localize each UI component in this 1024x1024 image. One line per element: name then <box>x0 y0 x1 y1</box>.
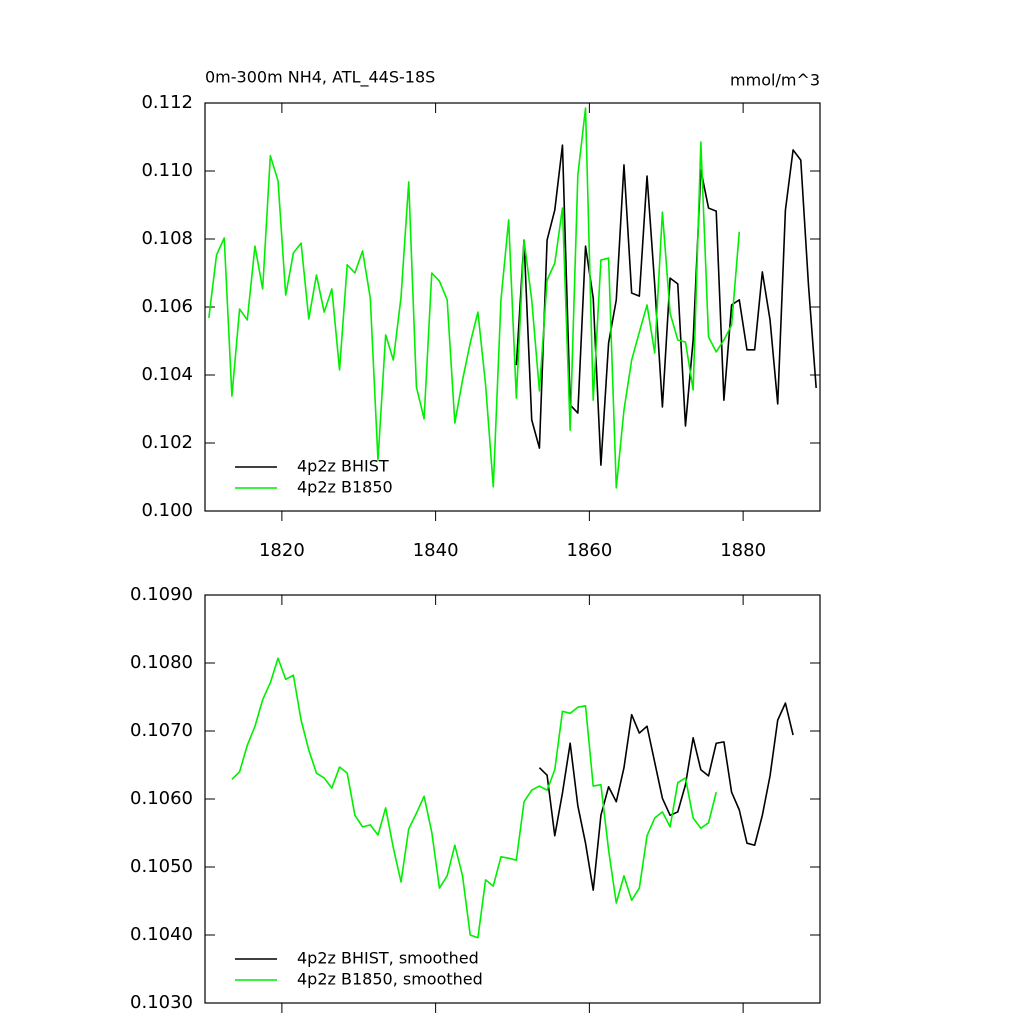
y-tick-label: 0.112 <box>141 92 193 113</box>
y-tick-label: 0.1080 <box>130 652 193 673</box>
y-tick-label: 0.1030 <box>130 992 193 1013</box>
x-tick-label: 1820 <box>259 540 305 561</box>
series-line <box>208 107 741 489</box>
legend-label: 4p2z BHIST, smoothed <box>297 949 479 968</box>
plot-frame <box>204 594 821 1004</box>
series-line <box>231 657 717 939</box>
y-tick-label: 0.1070 <box>130 720 193 741</box>
y-tick-label: 0.104 <box>141 364 193 385</box>
chart-title: 0m-300m NH4, ATL_44S-18S <box>205 68 435 88</box>
y-tick-label: 0.1060 <box>130 788 193 809</box>
y-tick-label: 0.1090 <box>130 584 193 605</box>
y-tick-label: 0.102 <box>141 432 193 453</box>
x-tick-label: 1840 <box>413 540 459 561</box>
legend-label: 4p2z B1850 <box>297 478 393 497</box>
x-tick-label: 1860 <box>566 540 612 561</box>
series-line <box>515 144 817 466</box>
y-tick-label: 0.1040 <box>130 924 193 945</box>
x-tick-label: 1880 <box>720 540 766 561</box>
y-tick-label: 0.1050 <box>130 856 193 877</box>
y-tick-label: 0.110 <box>141 160 193 181</box>
legend-label: 4p2z BHIST <box>297 457 389 476</box>
y-tick-label: 0.106 <box>141 296 193 317</box>
y-tick-label: 0.100 <box>141 500 193 521</box>
y-tick-label: 0.108 <box>141 228 193 249</box>
series-line <box>538 702 794 891</box>
units-label: mmol/m^3 <box>730 71 820 90</box>
legend-label: 4p2z B1850, smoothed <box>297 970 483 989</box>
